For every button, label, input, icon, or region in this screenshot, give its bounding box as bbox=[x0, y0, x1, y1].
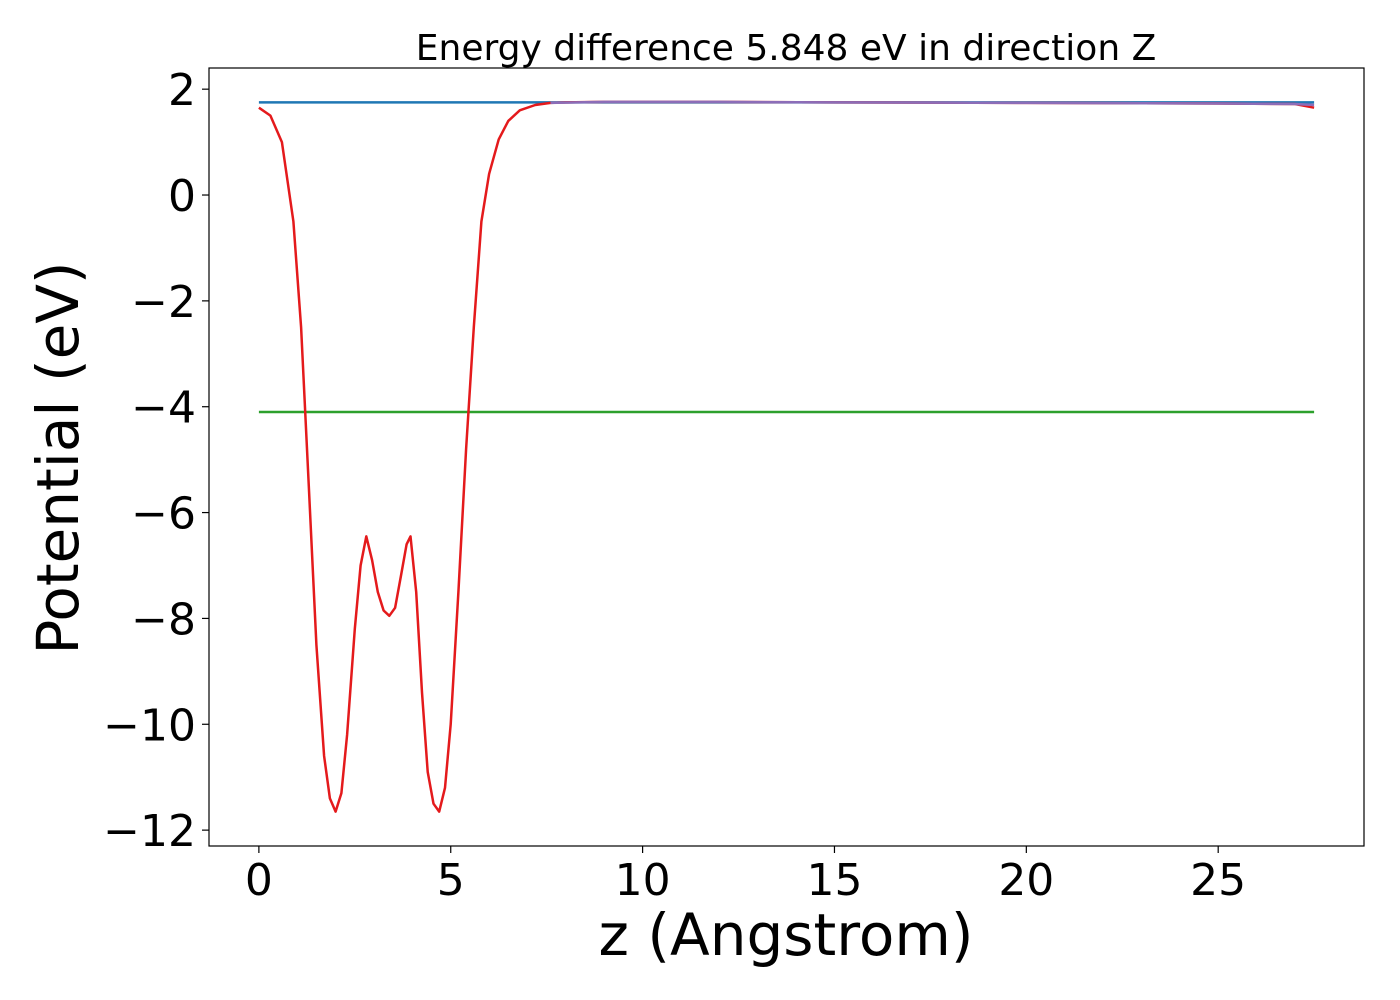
series-line-2 bbox=[258, 100, 1315, 813]
y-tick-label: 2 bbox=[168, 65, 196, 116]
y-tick-label: −6 bbox=[131, 489, 196, 540]
x-tick-label: 5 bbox=[437, 855, 465, 906]
x-tick-label: 15 bbox=[806, 855, 862, 906]
y-axis-ticks: 2 0 −2 −4 −6 −8 −10 −12 bbox=[103, 65, 209, 857]
x-tick-label: 0 bbox=[245, 855, 273, 906]
y-tick-label: −4 bbox=[131, 383, 196, 434]
chart-title: Energy difference 5.848 eV in direction … bbox=[416, 28, 1157, 69]
y-tick-label: −8 bbox=[131, 594, 196, 645]
plot-area bbox=[258, 100, 1315, 813]
x-tick-label: 20 bbox=[998, 855, 1054, 906]
y-tick-label: −2 bbox=[131, 277, 196, 328]
axes-frame bbox=[208, 67, 1365, 847]
y-tick-label: 0 bbox=[168, 171, 196, 222]
y-tick-label: −10 bbox=[103, 700, 196, 751]
series-line-3 bbox=[550, 100, 1315, 107]
y-axis-label: Potential (eV) bbox=[24, 261, 92, 654]
x-axis-label: z (Angstrom) bbox=[599, 901, 974, 969]
y-tick-label: −12 bbox=[103, 806, 196, 857]
x-tick-label: 25 bbox=[1190, 855, 1246, 906]
x-axis-ticks: 0 5 10 15 20 25 bbox=[245, 846, 1246, 906]
x-tick-label: 10 bbox=[615, 855, 671, 906]
